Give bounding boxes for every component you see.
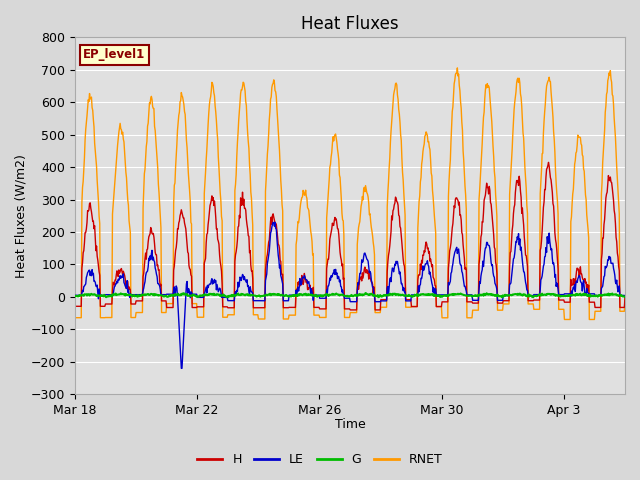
X-axis label: Time: Time [335,419,365,432]
Title: Heat Fluxes: Heat Fluxes [301,15,399,33]
Text: EP_level1: EP_level1 [83,48,145,61]
Legend: H, LE, G, RNET: H, LE, G, RNET [193,448,447,471]
Y-axis label: Heat Fluxes (W/m2): Heat Fluxes (W/m2) [15,154,28,278]
